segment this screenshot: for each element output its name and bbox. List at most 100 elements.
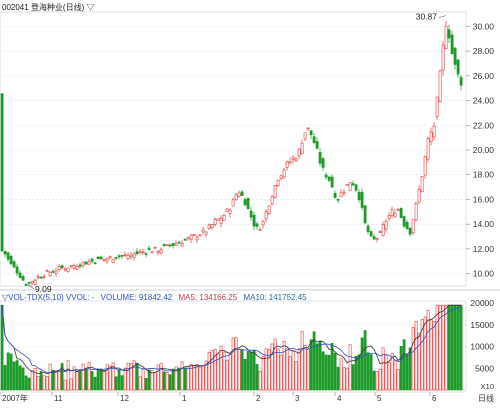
volume-bar (303, 345, 307, 391)
volume-tick-label: 5000 (475, 363, 494, 373)
candle-body (201, 229, 205, 233)
volume-bar (450, 304, 454, 391)
volume-bar (306, 349, 310, 391)
volume-bar (162, 371, 166, 391)
volume-bar (291, 350, 295, 391)
candle-body (270, 196, 274, 205)
volume-panel-title: ▽VOL-TDX(5,10) VVOL: - VOLUME: 91842.42 … (2, 293, 311, 302)
x-tick-label: 3 (295, 394, 300, 403)
price-tick-label: 12.00 (473, 244, 495, 254)
candle-body (336, 199, 340, 201)
volume-bar (378, 368, 382, 391)
x-tick-label: 12 (120, 394, 129, 403)
x-tick-label: 5 (377, 394, 382, 403)
candle-body (6, 252, 10, 260)
volume-bar (432, 321, 436, 391)
volume-bar (369, 354, 373, 391)
price-menu-icon[interactable]: ▽ (86, 3, 95, 12)
volume-bar (186, 365, 190, 391)
candle-body (375, 238, 379, 240)
volume-bar (417, 332, 421, 391)
candle-body (438, 70, 442, 103)
candle-body (366, 225, 370, 232)
volume-bar (54, 370, 58, 391)
candle-body (192, 234, 196, 236)
candle-body (111, 258, 115, 263)
candle-body (399, 208, 403, 218)
volume-bar (252, 349, 256, 391)
volume-bar (141, 369, 145, 391)
volume-bar (375, 371, 379, 391)
volume-indicator-name[interactable]: ▽VOL-TDX(5,10) VVOL: - (2, 293, 95, 302)
volume-bar (93, 376, 97, 391)
candle-body (144, 253, 148, 255)
volume-bar (441, 304, 445, 391)
volume-bar (408, 347, 412, 391)
volume-bar (204, 360, 208, 391)
candle-body (357, 191, 361, 201)
candle-body (417, 188, 421, 203)
candle-body (99, 256, 103, 260)
candle-body (180, 242, 184, 247)
candle-body (360, 191, 364, 208)
volume-bar (30, 370, 34, 391)
price-tick-label: 24.00 (473, 96, 495, 106)
volume-bar (9, 353, 13, 391)
volume-bar (111, 362, 115, 391)
candle-body (15, 266, 19, 274)
candle-body (135, 251, 139, 254)
price-tick-label: 26.00 (473, 71, 495, 81)
candle-body (282, 169, 286, 178)
volume-bar (255, 364, 259, 391)
volume-tick-label: 20000 (470, 298, 494, 308)
volume-bar (102, 369, 106, 391)
candle-body (96, 256, 100, 260)
candle-body (387, 215, 391, 219)
candle-body (426, 138, 430, 160)
candle-body (141, 251, 145, 254)
x-tick-label: 1 (182, 394, 187, 403)
candle-body (45, 270, 49, 272)
candle-body (450, 34, 454, 55)
candle-body (231, 199, 235, 207)
candle-body (447, 29, 451, 39)
candle-body (273, 185, 277, 198)
volume-bar (66, 360, 70, 391)
candle-body (219, 217, 223, 224)
candle-body (252, 214, 256, 227)
volume-bar (324, 354, 328, 391)
volume-bar (51, 369, 55, 391)
volume-bar (216, 353, 220, 391)
volume-bar (147, 369, 151, 391)
volume-bar (321, 351, 325, 391)
volume-bar (426, 309, 430, 391)
candle-body (114, 257, 118, 259)
volume-tick-label: 10000 (470, 342, 494, 352)
volume-bar (69, 378, 73, 391)
volume-bar (411, 327, 415, 391)
volume-bar (384, 355, 388, 391)
volume-bar (387, 362, 391, 391)
volume-bar (423, 316, 427, 391)
candle-body (414, 203, 418, 221)
candle-body (291, 156, 295, 160)
candle-body (327, 176, 331, 181)
low-price-label: 9.09 (35, 284, 52, 294)
candle-body (162, 244, 166, 246)
volume-bar (6, 352, 10, 391)
volume-bar (237, 349, 241, 391)
ma5-value: MA5: 134166.25 (178, 293, 238, 302)
volume-bar (240, 349, 244, 391)
x-tick-label: 2007年 (2, 393, 28, 403)
candle-body (174, 243, 178, 246)
volume-bar (402, 339, 406, 391)
candle-body (90, 258, 94, 262)
candle-body (258, 229, 262, 231)
candle-body (444, 25, 448, 49)
candle-body (264, 211, 268, 220)
candle-body (48, 271, 52, 276)
candle-body (108, 256, 112, 259)
volume-bar (285, 348, 289, 391)
candle-body (423, 156, 427, 176)
volume-bar (177, 367, 181, 391)
